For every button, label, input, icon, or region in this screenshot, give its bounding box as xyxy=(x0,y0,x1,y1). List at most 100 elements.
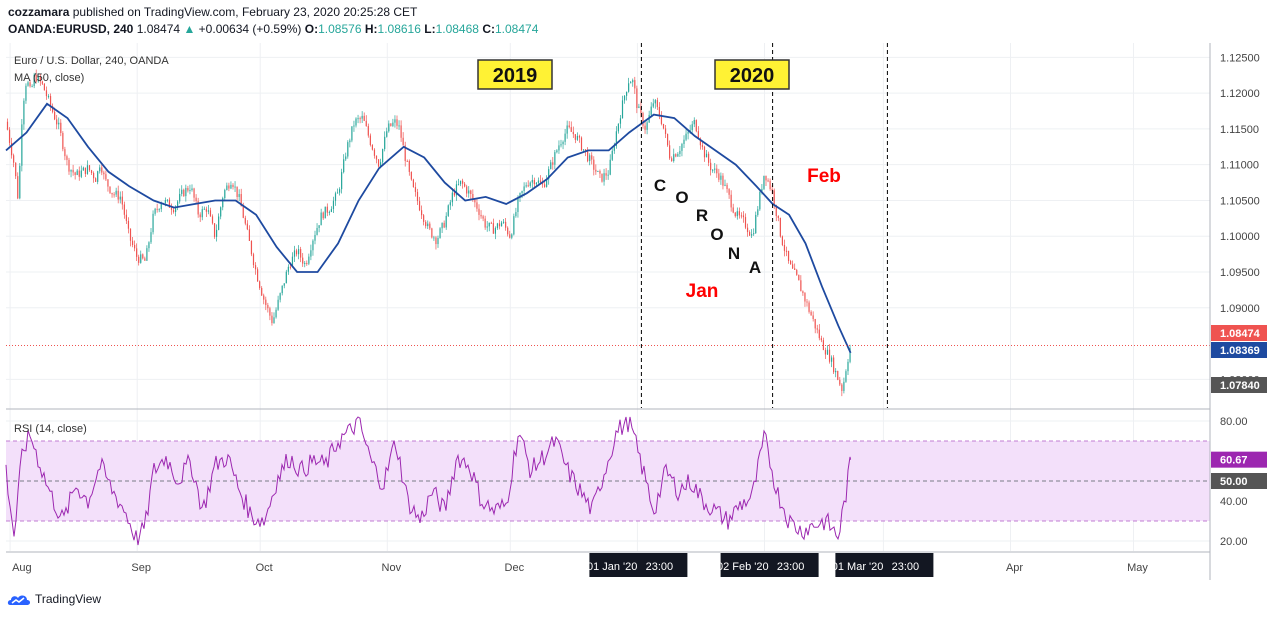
candle-body xyxy=(259,281,261,288)
candle-body xyxy=(201,209,203,218)
candle-body xyxy=(726,184,728,190)
candle-body xyxy=(166,199,168,201)
candle-body xyxy=(632,80,634,83)
candle-body xyxy=(35,74,37,82)
candle-body xyxy=(29,82,31,87)
candle-body xyxy=(410,171,412,180)
time-highlight-time: 23:00 xyxy=(777,561,805,573)
candle-body xyxy=(117,190,119,200)
candle-body xyxy=(597,170,599,172)
time-highlight-date: 02 Feb '20 xyxy=(717,561,769,573)
candle-body xyxy=(66,156,68,160)
candle-body xyxy=(494,228,496,234)
corona-letter: N xyxy=(728,244,740,263)
symbol-label: OANDA:EURUSD, 240 xyxy=(8,22,134,36)
candle-body xyxy=(213,223,216,237)
candle-body xyxy=(131,240,134,245)
rsi-tick-label: 80.00 xyxy=(1220,416,1248,428)
candle-body xyxy=(613,146,615,151)
price-tick-label: 1.09000 xyxy=(1220,303,1260,315)
candle-body xyxy=(498,223,501,227)
candle-body xyxy=(843,381,845,391)
footer-brand[interactable]: TradingView xyxy=(7,592,101,606)
candle-body xyxy=(195,197,197,202)
candle-body xyxy=(125,214,127,221)
candle-body xyxy=(773,190,775,206)
candle-body xyxy=(263,295,265,300)
candle-body xyxy=(211,216,214,224)
candle-body xyxy=(304,262,306,264)
candle-body xyxy=(257,269,259,282)
price-tick-label: 1.11000 xyxy=(1220,160,1259,172)
candle-body xyxy=(134,244,136,249)
candle-body xyxy=(720,175,722,180)
rsi-tick-label: 20.00 xyxy=(1220,536,1248,548)
candle-body xyxy=(437,237,439,245)
candle-body xyxy=(591,155,593,160)
candle-body xyxy=(462,180,464,184)
candle-body xyxy=(464,183,466,187)
candle-body xyxy=(742,215,745,218)
candle-body xyxy=(826,349,829,355)
candle-body xyxy=(480,214,482,217)
candle-body xyxy=(363,115,365,121)
candle-body xyxy=(603,173,605,182)
candle-body xyxy=(552,162,554,165)
candle-body xyxy=(74,172,76,175)
candle-body xyxy=(841,384,843,391)
candle-body xyxy=(658,106,660,117)
candle-body xyxy=(457,184,460,186)
candle-body xyxy=(757,209,759,215)
candle-body xyxy=(97,171,99,182)
candle-body xyxy=(564,133,566,142)
candle-body xyxy=(339,189,341,193)
candle-body xyxy=(472,193,474,200)
candle-body xyxy=(377,159,380,167)
candle-body xyxy=(708,153,710,163)
candle-body xyxy=(199,214,201,218)
candle-body xyxy=(287,266,289,272)
candle-body xyxy=(673,154,675,162)
candle-body xyxy=(390,123,392,126)
candle-body xyxy=(833,357,835,373)
candle-body xyxy=(72,169,74,173)
time-tick-label: Sep xyxy=(131,562,151,574)
candle-body xyxy=(285,271,287,284)
candle-body xyxy=(701,145,704,147)
candle-body xyxy=(308,256,310,264)
candle-body xyxy=(205,208,207,212)
candle-body xyxy=(113,194,115,196)
candle-body xyxy=(343,159,345,173)
candle-body xyxy=(269,308,271,316)
candle-body xyxy=(271,315,273,324)
candle-body xyxy=(406,160,408,162)
candle-body xyxy=(119,196,121,200)
candle-body xyxy=(179,193,181,202)
candle-body xyxy=(70,169,72,172)
candle-body xyxy=(254,265,257,270)
author-name[interactable]: cozzamara xyxy=(8,5,70,19)
candle-body xyxy=(779,217,781,237)
candle-body xyxy=(476,202,478,209)
candle-body xyxy=(628,83,630,92)
candle-body xyxy=(429,223,431,229)
candle-body xyxy=(277,299,279,310)
candle-body xyxy=(804,293,806,302)
candle-body xyxy=(806,301,808,303)
candle-body xyxy=(828,349,831,362)
candle-body xyxy=(380,162,382,167)
candle-body xyxy=(115,190,117,195)
candle-body xyxy=(302,257,304,264)
candle-body xyxy=(336,192,339,194)
candle-body xyxy=(293,250,296,257)
corona-letter: A xyxy=(749,258,761,277)
candle-body xyxy=(267,304,269,309)
price-tick-label: 1.10000 xyxy=(1220,231,1260,243)
candle-body xyxy=(777,216,779,218)
candle-body xyxy=(62,132,64,150)
candle-body xyxy=(156,208,158,210)
candle-body xyxy=(54,111,56,120)
candle-body xyxy=(209,210,212,217)
candle-body xyxy=(560,144,562,146)
